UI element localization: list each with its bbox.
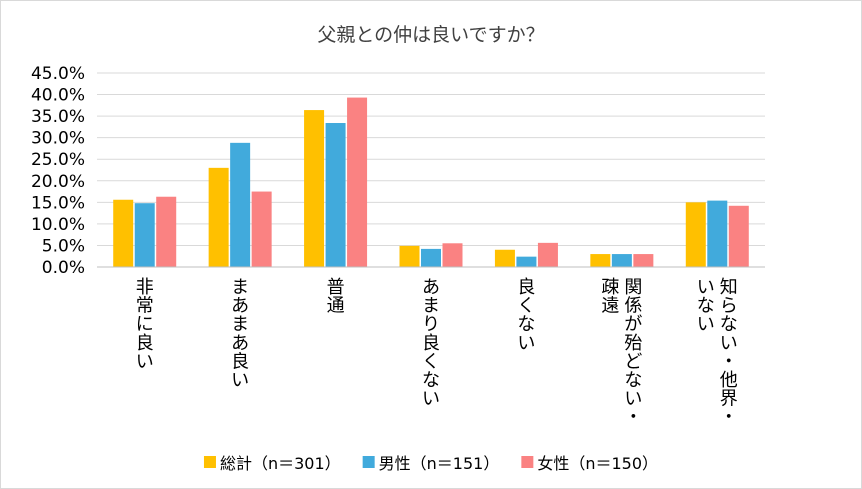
category-label-char: ・	[624, 407, 642, 428]
category-label-char: 界	[720, 389, 738, 410]
bar	[304, 110, 325, 267]
bar	[251, 191, 272, 267]
category-label-char: 通	[327, 296, 345, 317]
bar	[707, 200, 728, 267]
legend-label: 女性（n＝150）	[537, 454, 658, 473]
category-label-char: ・	[720, 351, 738, 372]
category-label-char: ま	[231, 277, 249, 298]
category-label-char: ど	[624, 351, 642, 372]
legend-label: 総計（n＝301）	[220, 454, 341, 473]
category-label-char: な	[720, 314, 738, 335]
category-label-char: あ	[231, 333, 249, 354]
category-label-char: い	[136, 351, 154, 372]
bar	[442, 243, 463, 267]
category-label-char: 良	[422, 333, 440, 354]
category-label-char: い	[422, 389, 440, 410]
legend-label: 男性（n＝151）	[379, 454, 500, 473]
y-tick-label: 35.0%	[31, 107, 85, 127]
bar	[347, 97, 368, 267]
y-tick-label: 10.0%	[31, 215, 85, 235]
category-label-char: な	[697, 296, 715, 317]
category-label-char: 他	[720, 370, 738, 391]
category-label-char: 疎	[601, 277, 619, 298]
category-label-char: 知	[720, 277, 738, 298]
bar	[113, 199, 134, 267]
category-label-char: 遠	[601, 296, 619, 317]
legend-swatch	[203, 456, 216, 468]
y-tick-label: 20.0%	[31, 172, 85, 192]
bar	[611, 254, 632, 267]
y-tick-label: 40.0%	[31, 86, 85, 106]
y-tick-label: 45.0%	[31, 64, 85, 84]
category-label-char: 非	[136, 277, 154, 298]
category-label-char: く	[422, 351, 440, 372]
category-label-char: 良	[517, 277, 535, 298]
y-tick-label: 30.0%	[31, 129, 85, 149]
category-label-char: 殆	[624, 333, 642, 354]
category-label-char: く	[517, 296, 535, 317]
bar	[685, 202, 706, 267]
bars	[113, 97, 749, 268]
category-label-char: り	[422, 314, 440, 335]
y-tick-label: 0.0%	[42, 258, 85, 278]
category-label-char: 係	[624, 296, 642, 317]
bar	[633, 254, 654, 267]
bar	[590, 254, 611, 267]
category-labels: 非常に良いまあまあ良い普通あまり良くない良くない関係が殆どない・疎遠知らない・他…	[136, 277, 738, 428]
legend: 総計（n＝301） 男性（n＝151） 女性（n＝150）	[203, 454, 658, 473]
category-label-char: ま	[422, 296, 440, 317]
y-axis-ticks: 0.0%5.0%10.0%15.0%20.0%25.0%30.0%35.0%40…	[31, 64, 85, 278]
bar	[516, 256, 537, 267]
category-label-char: な	[624, 370, 642, 391]
gridlines	[97, 72, 765, 246]
bar	[728, 205, 749, 267]
bar	[208, 167, 229, 267]
bar	[134, 203, 155, 267]
category-label-char: あ	[231, 296, 249, 317]
bar	[421, 248, 441, 267]
category-label-char: 普	[327, 277, 345, 298]
chart-title: 父親との仲は良いですか？	[317, 24, 544, 46]
category-label-char: 良	[136, 333, 154, 354]
category-label-char: ま	[231, 314, 249, 335]
category-label-char: な	[422, 370, 440, 391]
bar	[494, 249, 515, 267]
category-label-char: あ	[422, 277, 440, 298]
category-label-char: 常	[136, 296, 154, 317]
legend-swatch	[362, 456, 375, 468]
y-tick-label: 5.0%	[42, 236, 85, 256]
category-label-char: い	[697, 277, 715, 298]
category-label-char: い	[231, 370, 249, 391]
category-label-char: が	[624, 314, 642, 335]
category-label-char: ・	[720, 407, 738, 428]
bar	[399, 245, 420, 267]
category-label-char: な	[517, 314, 535, 335]
category-label-char: い	[624, 389, 642, 410]
category-label-char: 良	[231, 351, 249, 372]
bar	[156, 196, 177, 267]
category-label-char: ら	[720, 296, 738, 317]
bar	[325, 123, 346, 268]
category-label-char: い	[697, 314, 715, 335]
category-label-char: に	[136, 314, 154, 335]
y-tick-label: 25.0%	[31, 150, 85, 170]
legend-swatch	[521, 456, 534, 468]
category-label-char: い	[517, 333, 535, 354]
bar	[537, 242, 558, 267]
category-label-char: 関	[624, 277, 642, 298]
y-tick-label: 15.0%	[31, 193, 85, 213]
category-label-char: い	[720, 333, 738, 354]
bar	[230, 142, 251, 267]
